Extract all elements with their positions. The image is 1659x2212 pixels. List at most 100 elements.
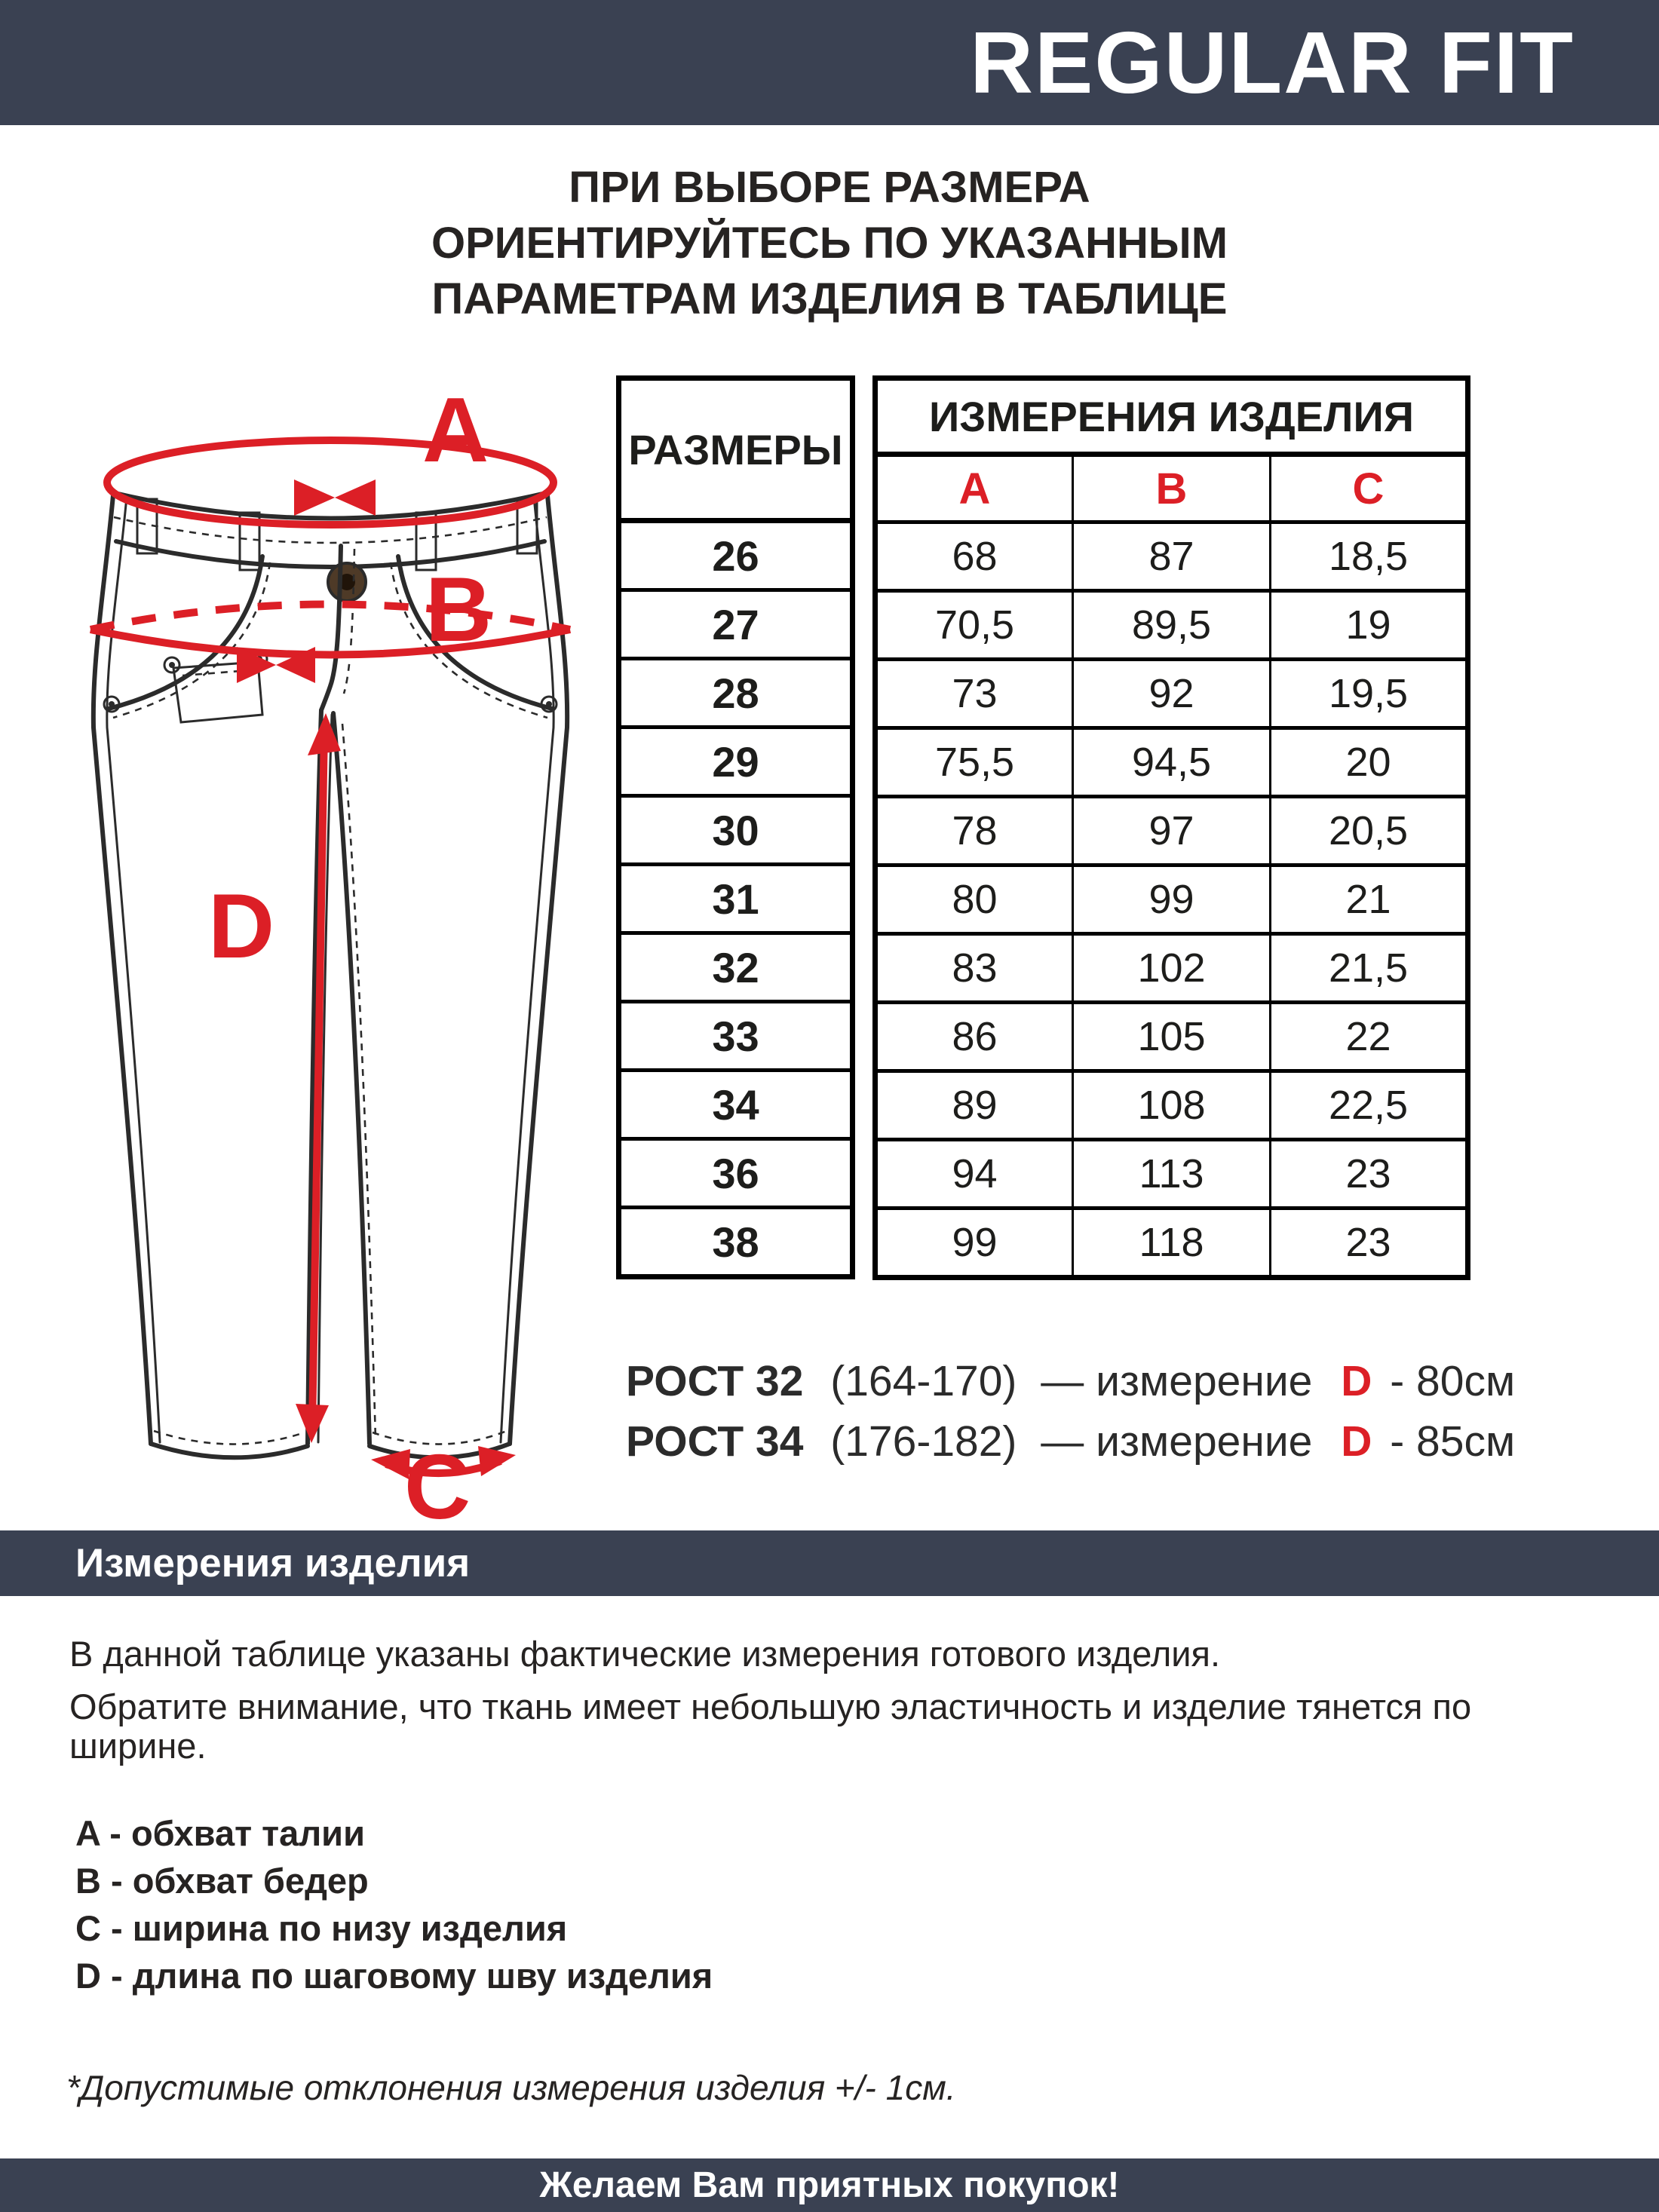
size-cell: 30: [618, 794, 853, 866]
measurement-row: 86 105 22: [874, 1000, 1469, 1073]
size-row: 38: [618, 1206, 853, 1279]
size-cell: 34: [618, 1068, 853, 1141]
height-value: - 80см: [1390, 1357, 1516, 1405]
size-cell: 33: [618, 1000, 853, 1072]
header-bar: REGULAR FIT: [0, 0, 1659, 125]
footer-message: Желаем Вам приятных покупок!: [539, 2165, 1120, 2205]
waist-ellipse-a: [103, 437, 557, 528]
measurements-table-body: 68 87 18,5 70,5 89,5 19 73 92 19,5 75,5 …: [874, 520, 1469, 1279]
measurements-table: ИЗМЕРЕНИЯ ИЗДЕЛИЯ A B C 68 87 18,5 70,5 …: [872, 375, 1470, 1280]
cell-c: 18,5: [1269, 520, 1469, 593]
diagram-label-d: D: [208, 875, 274, 977]
cell-a: 80: [874, 863, 1074, 936]
measurement-row: 73 92 19,5: [874, 657, 1469, 730]
measurement-row: 68 87 18,5: [874, 520, 1469, 593]
section-bar: Измерения изделия: [0, 1530, 1659, 1596]
size-row: 31: [618, 862, 853, 935]
measurement-row: 89 108 22,5: [874, 1069, 1469, 1141]
diagram-label-a: A: [422, 378, 489, 481]
measurements-header: ИЗМЕРЕНИЯ ИЗДЕЛИЯ: [872, 375, 1470, 457]
size-cell: 38: [618, 1206, 853, 1279]
description-paragraph: В данной таблице указаны фактические изм…: [69, 1634, 1221, 1674]
footer-bar: Желаем Вам приятных покупок!: [0, 2158, 1659, 2212]
size-cell: 29: [618, 725, 853, 798]
cell-b: 113: [1072, 1138, 1271, 1210]
cell-a: 83: [874, 932, 1074, 1004]
size-cell: 36: [618, 1137, 853, 1209]
cell-b: 87: [1072, 520, 1271, 593]
measurements-columns-row: A B C: [874, 452, 1469, 524]
belt-loops: [136, 498, 538, 571]
size-row: 34: [618, 1068, 853, 1141]
size-cell: 27: [618, 588, 853, 660]
size-cell: 26: [618, 519, 853, 592]
measurement-row: 80 99 21: [874, 863, 1469, 936]
hem-arrow-left: [371, 1449, 410, 1479]
measurement-row: 94 113 23: [874, 1138, 1469, 1210]
hip-ellipse-b-solid: [89, 626, 572, 659]
height-note-34: РОСТ 34 (176-182) — измерение D - 85см: [626, 1411, 1515, 1472]
size-cell: 32: [618, 931, 853, 1003]
tolerance-footnote: *Допустимые отклонения измерения изделия…: [66, 2068, 956, 2107]
description-paragraphs: В данной таблице указаны фактические изм…: [69, 1634, 1502, 1779]
measurement-legend: A - обхват талии B - обхват бедер C - ши…: [75, 1812, 713, 2002]
cell-c: 23: [1269, 1206, 1469, 1279]
diagram-label-b: B: [425, 558, 492, 660]
cell-a: 78: [874, 795, 1074, 867]
cell-a: 99: [874, 1206, 1074, 1279]
measurement-row: 99 118 23: [874, 1206, 1469, 1279]
cell-c: 23: [1269, 1138, 1469, 1210]
legend-item-a: A - обхват талии: [75, 1813, 365, 1853]
cell-b: 92: [1072, 657, 1271, 730]
cell-c: 19: [1269, 589, 1469, 661]
page-title: REGULAR FIT: [970, 14, 1575, 112]
height-letter: D: [1341, 1417, 1372, 1466]
intro-line: ПРИ ВЫБОРЕ РАЗМЕРА: [569, 163, 1090, 212]
inseam-line-d: [308, 729, 328, 1429]
size-row: 26: [618, 519, 853, 592]
cell-b: 94,5: [1072, 726, 1271, 798]
hip-arrow-left: [237, 647, 276, 683]
cell-a: 94: [874, 1138, 1074, 1210]
cell-c: 21,5: [1269, 932, 1469, 1004]
intro-line: ОРИЕНТИРУЙТЕСЬ ПО УКАЗАННЫМ: [431, 219, 1228, 268]
inseam-arrow-up: [308, 713, 341, 755]
waist-arrow-right: [335, 479, 376, 516]
intro-text: ПРИ ВЫБОРЕ РАЗМЕРА ОРИЕНТИРУЙТЕСЬ ПО УКА…: [0, 160, 1659, 327]
hip-arrow-right: [276, 647, 315, 683]
measurements-header-row: ИЗМЕРЕНИЯ ИЗДЕЛИЯ: [872, 375, 1470, 457]
cell-a: 73: [874, 657, 1074, 730]
size-row: 27: [618, 588, 853, 660]
cell-a: 86: [874, 1000, 1074, 1073]
cell-b: 89,5: [1072, 589, 1271, 661]
height-mid: — измерение: [1041, 1357, 1313, 1405]
height-range: (176-182): [830, 1417, 1017, 1466]
size-row: 36: [618, 1137, 853, 1209]
sizes-header: РАЗМЕРЫ: [616, 375, 855, 523]
legend-item-c: C - ширина по низу изделия: [75, 1908, 568, 1948]
cell-b: 97: [1072, 795, 1271, 867]
size-row: 33: [618, 1000, 853, 1072]
waist-arrow-left: [294, 479, 335, 516]
col-c-header: C: [1269, 452, 1469, 524]
cell-c: 22,5: [1269, 1069, 1469, 1141]
height-mid: — измерение: [1041, 1417, 1313, 1466]
height-letter: D: [1341, 1357, 1372, 1405]
measurement-annotations: A B D C: [89, 378, 572, 1527]
cell-b: 108: [1072, 1069, 1271, 1141]
height-label: РОСТ 32: [626, 1357, 804, 1405]
hip-ellipse-b-dashed: [89, 600, 572, 633]
measurement-row: 83 102 21,5: [874, 932, 1469, 1004]
inseam-arrow-down: [296, 1404, 329, 1443]
cell-b: 105: [1072, 1000, 1271, 1073]
size-row: 32: [618, 931, 853, 1003]
section-title: Измерения изделия: [75, 1541, 471, 1585]
jeans-technical-drawing: A B D C: [89, 378, 572, 1527]
cell-b: 99: [1072, 863, 1271, 936]
cell-c: 22: [1269, 1000, 1469, 1073]
legend-item-d: D - длина по шаговому шву изделия: [75, 1956, 713, 1996]
jeans-outline: [90, 490, 570, 1460]
height-note-32: РОСТ 32 (164-170) — измерение D - 80см: [626, 1351, 1515, 1411]
diagram-label-c: C: [404, 1435, 471, 1527]
measurement-row: 75,5 94,5 20: [874, 726, 1469, 798]
